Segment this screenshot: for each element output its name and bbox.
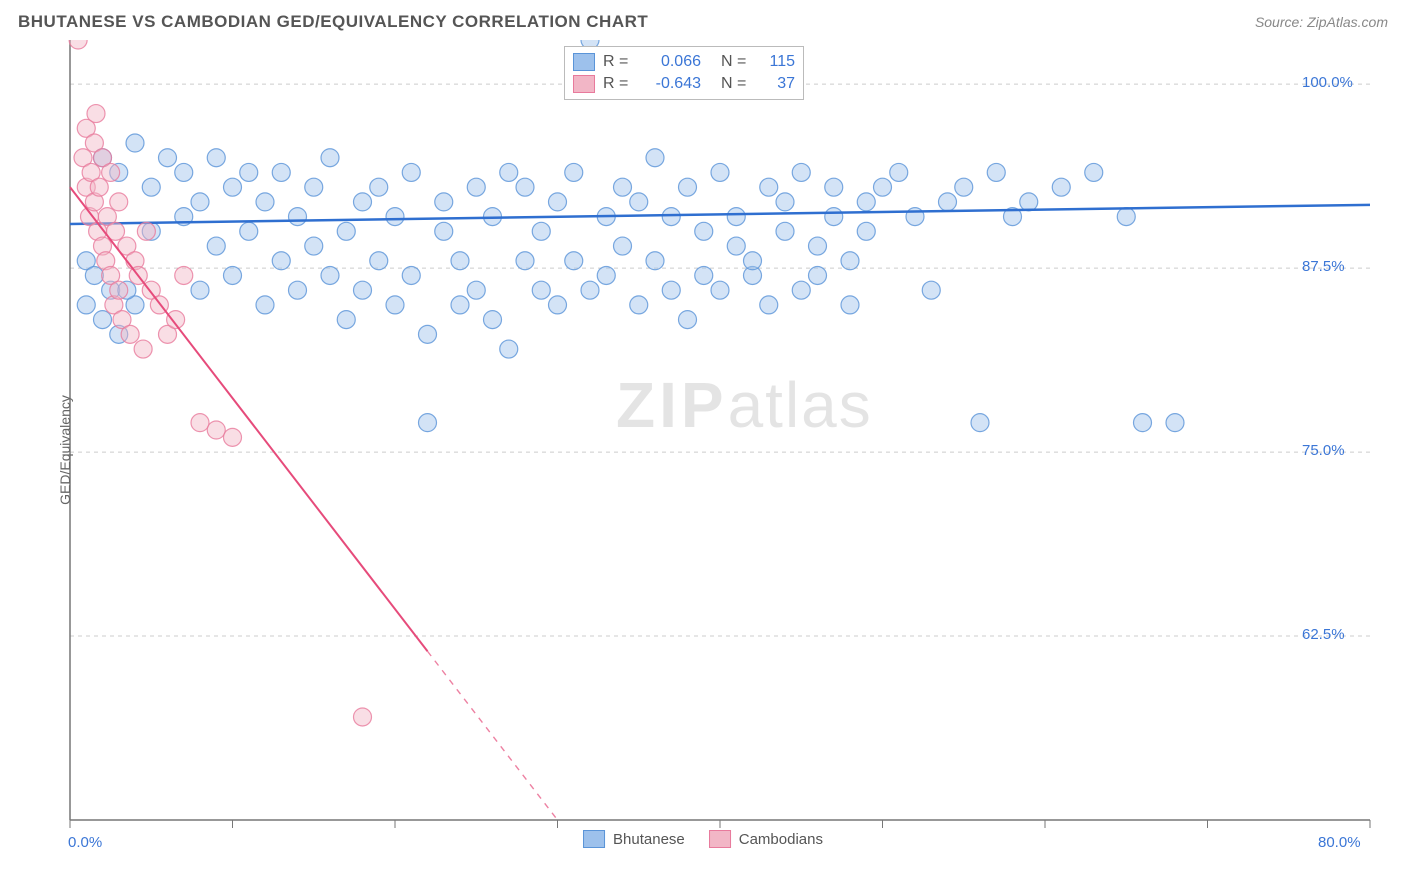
stat-r-value: 0.066: [641, 53, 701, 71]
y-tick-label: 100.0%: [1302, 74, 1353, 91]
legend-item: Bhutanese: [583, 830, 685, 848]
stat-n-label: N =: [721, 53, 751, 71]
legend-label: Cambodians: [739, 831, 823, 848]
legend-swatch: [583, 830, 605, 848]
legend-swatch: [573, 75, 595, 93]
legend-item: Cambodians: [709, 830, 823, 848]
legend-swatch: [709, 830, 731, 848]
y-tick-label: 62.5%: [1302, 626, 1345, 643]
stat-n-value: 37: [759, 75, 795, 93]
y-axis-label: GED/Equivalency: [57, 395, 73, 505]
legend-label: Bhutanese: [613, 831, 685, 848]
chart-area: GED/Equivalency ZIPatlas R =0.066N =115R…: [18, 40, 1388, 860]
stat-r-label: R =: [603, 75, 633, 93]
x-axis-min-label: 0.0%: [68, 834, 102, 851]
correlation-stats-box: R = 0.066 N = 115 R = -0.643 N = 37: [564, 46, 804, 100]
chart-header: BHUTANESE VS CAMBODIAN GED/EQUIVALENCY C…: [0, 0, 1406, 40]
stat-n-value: 115: [759, 53, 795, 71]
legend-swatch: [573, 53, 595, 71]
stat-r-value: -0.643: [641, 75, 701, 93]
stat-n-label: N =: [721, 75, 751, 93]
stat-r-label: R =: [603, 53, 633, 71]
y-tick-label: 87.5%: [1302, 258, 1345, 275]
series-legend: Bhutanese Cambodians: [583, 830, 823, 848]
chart-title: BHUTANESE VS CAMBODIAN GED/EQUIVALENCY C…: [18, 12, 648, 32]
stats-row: R = 0.066 N = 115: [573, 51, 795, 73]
stats-row: R = -0.643 N = 37: [573, 73, 795, 95]
chart-source: Source: ZipAtlas.com: [1255, 14, 1388, 30]
scatter-plot-svg: [18, 40, 1390, 860]
x-axis-max-label: 80.0%: [1318, 834, 1361, 851]
y-tick-label: 75.0%: [1302, 442, 1345, 459]
